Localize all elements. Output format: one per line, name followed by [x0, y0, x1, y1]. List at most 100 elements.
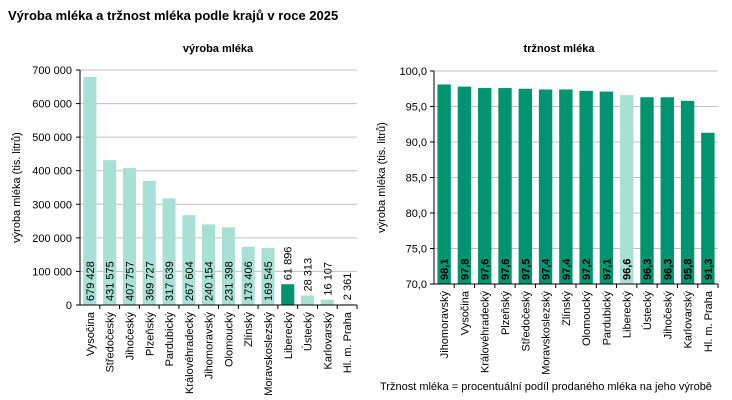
- x-tick-label: Zlínský: [561, 291, 573, 326]
- chart-title: výroba mléka: [183, 43, 254, 55]
- x-tick-label: Olomoucký: [223, 312, 235, 368]
- x-tick-label: Plzeňský: [144, 312, 156, 357]
- x-tick-label: Jihomoravský: [204, 312, 216, 380]
- chart-milk-production: výroba mléka výroba mléka (tis. litrů) 0 10…: [11, 43, 358, 396]
- y-tick-label: 0: [66, 300, 72, 312]
- bar: [241, 246, 255, 305]
- x-tick-label: Zlínský: [243, 312, 255, 347]
- x-tick-label: Ústecký: [641, 291, 654, 331]
- bar: [122, 168, 136, 305]
- bar: [221, 227, 235, 305]
- data-label: 98,1: [439, 259, 451, 280]
- bar: [320, 299, 334, 305]
- x-tick-label: Středočeský: [520, 291, 532, 352]
- x-tick-label: Plzeňský: [500, 291, 512, 336]
- data-label: 169 545: [263, 261, 275, 301]
- figure-title: Výroba mléka a tržnost mléka podle krajů…: [8, 8, 339, 23]
- x-tick-label: Liberecký: [283, 312, 295, 360]
- data-label: 95,8: [683, 259, 695, 280]
- x-tick-label: Jihočeský: [124, 312, 136, 361]
- chart-note: Tržnost mléka = procentuální podíl proda…: [380, 381, 712, 393]
- bar: [599, 91, 614, 284]
- data-label: 97,4: [541, 258, 553, 280]
- data-label: 96,6: [622, 259, 634, 280]
- data-label: 317 639: [164, 261, 176, 301]
- bar: [620, 95, 634, 284]
- y-tick-label: 90,0: [406, 137, 427, 149]
- x-tick-label: Pardubický: [164, 312, 176, 367]
- bar: [437, 84, 451, 285]
- data-label: 173 406: [243, 261, 255, 301]
- data-label: 97,4: [561, 258, 573, 280]
- y-tick-label: 200 000: [32, 233, 72, 245]
- y-tick-label: 400 000: [32, 166, 72, 178]
- data-label: 267 604: [184, 261, 196, 301]
- data-label: 96,3: [642, 259, 654, 280]
- x-tick-label: Hl. m. Praha: [703, 290, 715, 352]
- y-tick-label: 100,0: [399, 66, 427, 78]
- x-tick-label: Jihomoravský: [439, 291, 451, 359]
- bar: [478, 88, 492, 284]
- bar: [202, 224, 216, 305]
- bar: [281, 284, 295, 305]
- data-label: 231 398: [223, 261, 235, 301]
- x-tick-label: Karlovarský: [322, 312, 334, 370]
- y-tick-label: 95,0: [406, 102, 427, 114]
- chart-milk-marketability: tržnost mléka výroba mléka (tis. litrů) 70…: [376, 43, 719, 393]
- y-tick-label: 75,0: [406, 244, 427, 256]
- x-tick-label: Olomoucký: [581, 291, 593, 347]
- bar: [640, 97, 654, 285]
- data-label: 97,6: [500, 259, 512, 280]
- data-label: 369 727: [144, 261, 156, 301]
- x-tick-label: Liberecký: [622, 291, 634, 339]
- y-tick-label: 600 000: [32, 99, 72, 111]
- data-label: 97,5: [520, 259, 532, 280]
- data-label: 407 757: [124, 261, 136, 301]
- y-tick-label: 500 000: [32, 132, 72, 144]
- x-tick-label: Středočeský: [105, 312, 117, 373]
- data-label: 97,2: [581, 259, 593, 280]
- y-tick-label: 70,0: [406, 279, 427, 291]
- x-tick-label: Moravskoslezský: [541, 291, 553, 375]
- bar: [680, 100, 695, 284]
- data-label: 97,6: [480, 259, 492, 280]
- data-label: 2 361: [342, 273, 354, 301]
- data-label: 28 313: [303, 258, 315, 292]
- x-tick-label: Ústecký: [302, 312, 315, 352]
- bar: [182, 215, 196, 305]
- x-tick-label: Pardubický: [601, 291, 613, 346]
- x-tick-label: Karlovarský: [683, 291, 695, 349]
- bar: [83, 76, 97, 305]
- data-label: 97,8: [459, 259, 471, 280]
- y-tick-label: 300 000: [32, 199, 72, 211]
- data-label: 91,3: [703, 259, 715, 280]
- x-tick-label: Jihočeský: [662, 291, 674, 340]
- bar: [498, 88, 512, 284]
- y-tick-label: 100 000: [32, 266, 72, 278]
- data-label: 96,3: [662, 259, 674, 280]
- bar: [301, 295, 315, 305]
- data-label: 97,1: [601, 259, 613, 280]
- y-tick-label: 700 000: [32, 65, 72, 77]
- data-label: 61 896: [283, 247, 295, 281]
- data-label: 431 575: [105, 261, 117, 301]
- y-tick-label: 80,0: [406, 208, 427, 220]
- bar: [579, 90, 593, 284]
- bar: [518, 88, 532, 284]
- y-tick-label: 85,0: [406, 173, 427, 185]
- bar: [142, 180, 156, 305]
- x-tick-label: Moravskoslezský: [263, 312, 275, 396]
- bar: [261, 248, 275, 305]
- x-tick-label: Královéhradecký: [480, 291, 492, 373]
- bar: [457, 86, 472, 285]
- bar: [559, 89, 573, 285]
- x-tick-label: Královéhradecký: [184, 312, 196, 394]
- chart-title: tržnost mléka: [524, 43, 596, 55]
- y-axis-label: výroba mléka (tis. litrů): [376, 122, 388, 233]
- data-label: 16 107: [322, 262, 334, 296]
- data-label: 679 428: [85, 261, 97, 301]
- bar: [660, 97, 674, 285]
- x-tick-label: Hl. m. Praha: [342, 311, 354, 373]
